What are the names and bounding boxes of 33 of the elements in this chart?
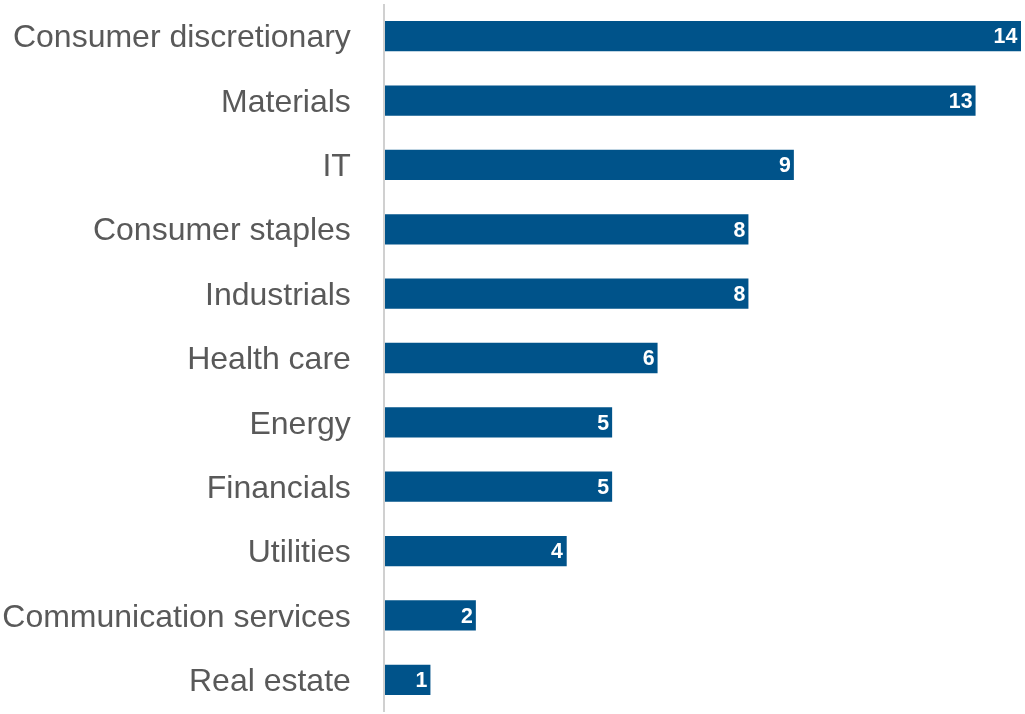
- y-tick-label: Health care: [187, 340, 351, 377]
- bar: [385, 214, 749, 245]
- y-tick-label: Consumer discretionary: [12, 18, 351, 55]
- bar: [385, 149, 794, 181]
- y-tick-label: Materials: [221, 82, 351, 119]
- bar: [385, 278, 749, 309]
- data-label: 5: [597, 410, 610, 435]
- y-tick-label: Financials: [206, 468, 351, 505]
- bar: [385, 342, 658, 374]
- y-tick-label: IT: [322, 147, 351, 184]
- data-label: 14: [993, 24, 1018, 49]
- y-tick-label: Real estate: [188, 662, 351, 699]
- data-label: 6: [642, 346, 655, 371]
- bar: [385, 471, 613, 502]
- bar: [385, 535, 567, 567]
- data-label: 8: [733, 217, 746, 242]
- data-label: 5: [597, 475, 610, 499]
- y-tick-label: Communication services: [2, 597, 351, 634]
- bar: [385, 85, 976, 116]
- y-tick-label: Energy: [249, 404, 351, 441]
- data-label: 2: [460, 603, 473, 628]
- y-tick-label: Industrials: [205, 275, 351, 312]
- y-tick-label: Consumer staples: [92, 211, 351, 248]
- bar: [385, 21, 1021, 52]
- y-tick-label: Utilities: [247, 533, 351, 570]
- bar: [385, 664, 431, 695]
- data-label: 9: [778, 153, 791, 178]
- data-label: 4: [551, 539, 564, 564]
- data-label: 1: [415, 668, 428, 693]
- data-label: 8: [733, 281, 746, 306]
- bar: [385, 600, 476, 631]
- data-label: 13: [948, 88, 973, 113]
- bar: [385, 407, 613, 438]
